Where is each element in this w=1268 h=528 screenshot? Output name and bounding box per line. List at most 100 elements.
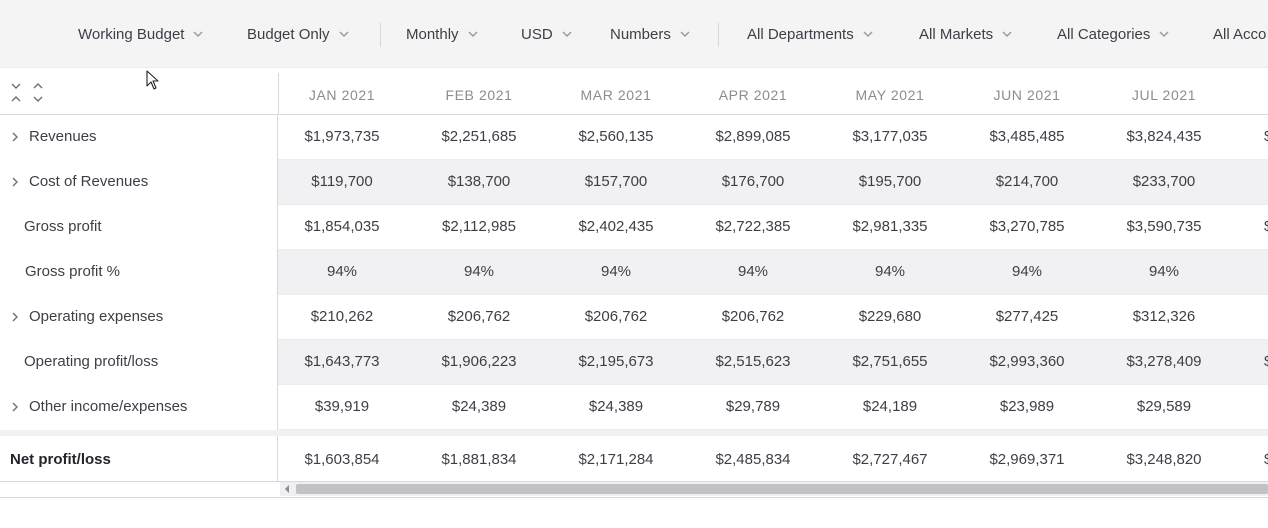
table-cell-clipped: $ <box>1264 128 1268 145</box>
table-cell-total: $2,485,834 <box>715 451 791 468</box>
table-cell: $277,425 <box>995 308 1059 325</box>
table-cell-total: $3,248,820 <box>1126 451 1202 468</box>
table-cell: 94% <box>463 263 495 280</box>
row-label-cell: Gross profit % <box>0 250 278 295</box>
horizontal-scrollbar[interactable] <box>280 482 1268 496</box>
table-cell: $1,973,735 <box>304 128 380 145</box>
table-cell: $229,680 <box>858 308 922 325</box>
table-cell-total: $1,881,834 <box>441 451 517 468</box>
table-cell-total: $2,969,371 <box>989 451 1065 468</box>
chevron-down-icon <box>680 31 690 38</box>
row-label: Gross profit % <box>25 263 121 280</box>
table-cell: $206,762 <box>447 308 511 325</box>
table-cell: $29,589 <box>1136 398 1192 415</box>
table-cell: $2,899,085 <box>715 128 791 145</box>
table-cell: $2,402,435 <box>578 218 654 235</box>
table-cell-total: $2,727,467 <box>852 451 928 468</box>
chevron-down-icon <box>1002 31 1012 38</box>
row-label-cell: Cost of Revenues <box>0 160 278 205</box>
filter-period-label: Monthly <box>406 25 459 43</box>
table-cell: $23,989 <box>999 398 1055 415</box>
table-cell: $29,789 <box>725 398 781 415</box>
grid-header-row: JAN 2021 FEB 2021 MAR 2021 APR 2021 MAY … <box>0 73 1268 115</box>
table-cell: 94% <box>326 263 358 280</box>
filter-budget-type[interactable]: Budget Only <box>247 22 349 46</box>
table-row-operating-expenses[interactable]: Operating expenses $210,262 $206,762 $20… <box>0 295 1268 340</box>
chevron-right-icon[interactable] <box>10 177 20 187</box>
table-row-cost-of-revenues[interactable]: Cost of Revenues $119,700 $138,700 $157,… <box>0 160 1268 205</box>
filter-departments[interactable]: All Departments <box>747 22 873 46</box>
table-cell-clipped: $ <box>1264 451 1268 468</box>
table-cell: $1,643,773 <box>304 353 380 370</box>
row-label: Operating profit/loss <box>24 353 159 370</box>
table-cell: $195,700 <box>858 173 922 190</box>
expand-collapse-controls <box>8 81 48 109</box>
column-header: MAR 2021 <box>580 87 652 103</box>
row-label: Cost of Revenues <box>29 173 149 190</box>
table-cell: $210,262 <box>310 308 374 325</box>
table-cell: 94% <box>1148 263 1180 280</box>
chevron-right-icon[interactable] <box>10 132 20 142</box>
filter-departments-label: All Departments <box>747 25 854 43</box>
chevron-down-icon <box>468 31 478 38</box>
table-row-gross-profit-percent: Gross profit % 94% 94% 94% 94% 94% 94% 9… <box>0 250 1268 295</box>
table-row-net-profit-loss: Net profit/loss $1,603,854 $1,881,834 $2… <box>0 436 1268 482</box>
table-row-gross-profit: Gross profit $1,854,035 $2,112,985 $2,40… <box>0 205 1268 250</box>
filter-currency-label: USD <box>521 25 553 43</box>
filter-period[interactable]: Monthly <box>406 22 478 46</box>
table-cell: $24,189 <box>862 398 918 415</box>
chevron-down-icon <box>193 31 203 38</box>
table-cell: $3,824,435 <box>1126 128 1202 145</box>
grid-bottom-border <box>0 497 1268 498</box>
table-cell: $1,906,223 <box>441 353 517 370</box>
filter-bar: Working Budget Budget Only Monthly USD N… <box>0 0 1268 68</box>
row-label-cell: Operating expenses <box>0 295 278 340</box>
chevron-down-icon <box>863 31 873 38</box>
row-label: Gross profit <box>24 218 102 235</box>
filter-format[interactable]: Numbers <box>610 22 690 46</box>
filter-budget-type-label: Budget Only <box>247 25 330 43</box>
row-label: Other income/expenses <box>29 398 188 415</box>
scrollbar-thumb[interactable] <box>296 484 1268 494</box>
table-row-revenues[interactable]: Revenues $1,973,735 $2,251,685 $2,560,13… <box>0 115 1268 160</box>
table-cell: $3,485,485 <box>989 128 1065 145</box>
table-cell: $24,389 <box>588 398 644 415</box>
collapse-all-icon[interactable] <box>32 94 44 104</box>
table-cell: $138,700 <box>447 173 511 190</box>
column-divider <box>278 73 279 115</box>
chevron-down-icon <box>1159 31 1169 38</box>
column-header: JUL 2021 <box>1131 87 1197 103</box>
table-cell: $2,993,360 <box>989 353 1065 370</box>
column-header: FEB 2021 <box>445 87 513 103</box>
table-cell: $119,700 <box>311 173 373 190</box>
filter-scenario[interactable]: Working Budget <box>78 22 203 46</box>
column-header: APR 2021 <box>718 87 788 103</box>
table-cell: $1,854,035 <box>304 218 380 235</box>
filter-accounts[interactable]: All Acco <box>1213 22 1266 46</box>
table-cell: $3,590,735 <box>1126 218 1202 235</box>
chevron-right-icon[interactable] <box>10 402 20 412</box>
filter-markets[interactable]: All Markets <box>919 22 1012 46</box>
table-cell: $3,177,035 <box>852 128 928 145</box>
filter-categories[interactable]: All Categories <box>1057 22 1169 46</box>
table-cell: $39,919 <box>314 398 370 415</box>
table-cell: 94% <box>1011 263 1043 280</box>
table-cell: $312,326 <box>1132 308 1196 325</box>
expand-all-icon[interactable] <box>32 81 44 91</box>
chevron-right-icon[interactable] <box>10 312 20 322</box>
scroll-left-icon[interactable] <box>284 485 290 493</box>
row-label: Operating expenses <box>29 308 164 325</box>
filter-currency[interactable]: USD <box>521 22 572 46</box>
collapse-all-icon[interactable] <box>10 81 22 91</box>
table-row-other-income-expenses[interactable]: Other income/expenses $39,919 $24,389 $2… <box>0 385 1268 430</box>
filter-categories-label: All Categories <box>1057 25 1151 43</box>
row-label: Revenues <box>29 128 97 145</box>
expand-all-icon[interactable] <box>10 94 22 104</box>
table-cell-clipped: $ <box>1264 353 1268 370</box>
table-cell: $2,112,985 <box>442 218 516 235</box>
filter-markets-label: All Markets <box>919 25 994 43</box>
table-row-operating-profit-loss: Operating profit/loss $1,643,773 $1,906,… <box>0 340 1268 385</box>
table-cell: $206,762 <box>584 308 648 325</box>
filter-scenario-label: Working Budget <box>78 25 185 43</box>
table-cell: $2,722,385 <box>715 218 791 235</box>
